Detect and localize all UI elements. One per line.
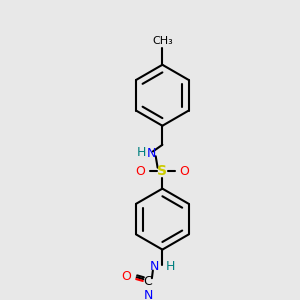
Text: N: N: [143, 289, 153, 300]
Text: H: H: [137, 146, 146, 159]
Text: O: O: [121, 270, 131, 283]
Text: H: H: [165, 260, 175, 273]
Text: C: C: [144, 275, 152, 289]
Text: S: S: [158, 164, 167, 178]
Text: N: N: [150, 260, 160, 273]
Text: N: N: [146, 147, 156, 160]
Text: CH₃: CH₃: [152, 36, 173, 46]
Text: O: O: [136, 165, 146, 178]
Text: O: O: [179, 165, 189, 178]
